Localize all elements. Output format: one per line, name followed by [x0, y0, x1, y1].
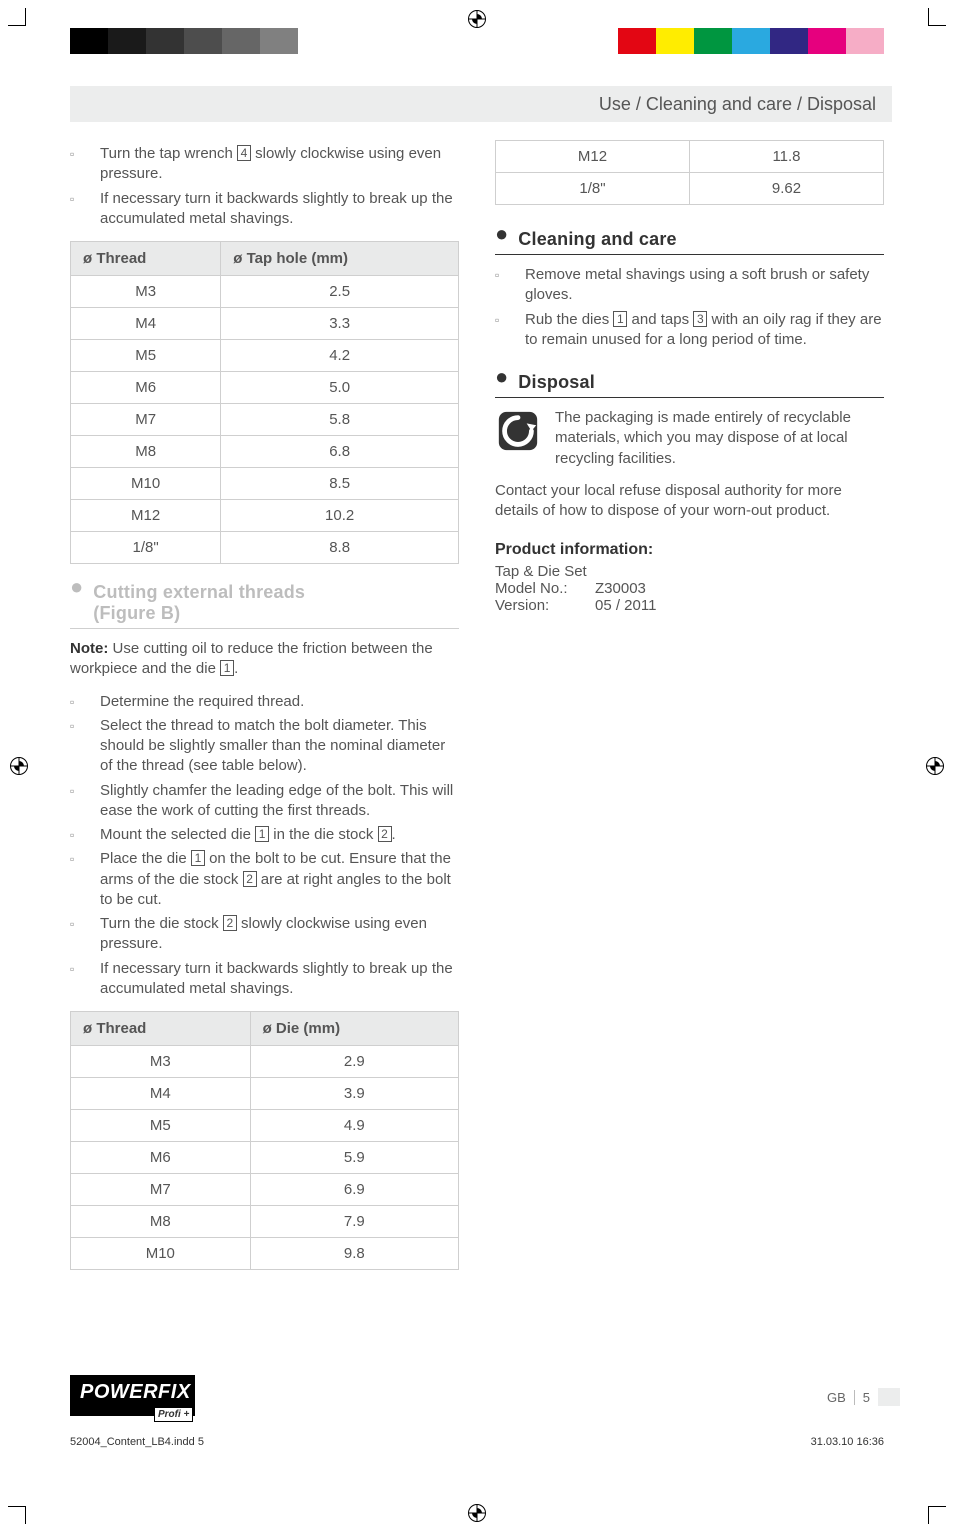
table-row: M76.9: [71, 1174, 459, 1206]
section-cutting-external: ● Cutting external threads (Figure B): [70, 582, 459, 629]
section-disposal: ● Disposal: [495, 372, 884, 398]
die-table-continued: M1211.81/8"9.62: [495, 140, 884, 205]
ref-box: 1: [191, 850, 205, 866]
bullet-marker-icon: ▫: [70, 144, 86, 185]
table-row: M54.9: [71, 1110, 459, 1142]
ref-box: 1: [220, 660, 234, 676]
version-value: 05 / 2011: [595, 597, 656, 614]
bullet-marker-icon: ▫: [70, 959, 86, 1000]
product-set: Tap & Die Set: [495, 563, 884, 580]
die-table: ø Thread ø Die (mm) M32.9M43.9M54.9M65.9…: [70, 1011, 459, 1270]
disposal-paragraph: Contact your local refuse disposal autho…: [495, 481, 884, 522]
version-key: Version:: [495, 597, 595, 614]
table-row: M1210.2: [71, 500, 459, 532]
table-row: 1/8"8.8: [71, 532, 459, 564]
ref-box: 3: [693, 311, 707, 327]
ref-box: 2: [378, 826, 392, 842]
list-item: ▫ Select the thread to match the bolt di…: [70, 716, 459, 777]
registration-mark-icon: [926, 757, 944, 775]
product-info-heading: Product information:: [495, 541, 884, 559]
tap-hole-table: ø Thread ø Tap hole (mm) M32.5M43.3M54.2…: [70, 241, 459, 564]
ref-box: 2: [223, 915, 237, 931]
registration-mark-icon: [468, 1504, 486, 1522]
cleaning-title: Cleaning and care: [518, 229, 676, 250]
ref-box: 2: [243, 871, 257, 887]
footer-stamp: 31.03.10 16:36: [811, 1436, 884, 1448]
brand-subline: Profi +: [154, 1407, 193, 1422]
ref-box: 4: [237, 145, 251, 161]
footer-file: 52004_Content_LB4.indd 5: [70, 1436, 204, 1448]
imprint-footer: 52004_Content_LB4.indd 5 31.03.10 16:36: [70, 1436, 884, 1448]
registration-mark-icon: [10, 757, 28, 775]
list-item: ▫ If necessary turn it backwards slightl…: [70, 959, 459, 1000]
page-number: GB 5: [827, 1388, 900, 1406]
table-row: M108.5: [71, 468, 459, 500]
ref-box: 1: [613, 311, 627, 327]
bullet-marker-icon: ▫: [495, 310, 511, 351]
product-info: Product information: Tap & Die Set Model…: [495, 541, 884, 614]
bullet-marker-icon: ▫: [70, 716, 86, 777]
list-item: ▫ Slightly chamfer the leading edge of t…: [70, 781, 459, 822]
breadcrumb: Use / Cleaning and care / Disposal: [599, 94, 876, 115]
right-column: M1211.81/8"9.62 ● Cleaning and care ▫ Re…: [495, 140, 884, 1288]
color-calibration-bar: [580, 28, 884, 54]
model-value: Z30003: [595, 580, 646, 597]
list-item: ▫ Remove metal shavings using a soft bru…: [495, 265, 884, 306]
bullet-marker-icon: ▫: [70, 849, 86, 910]
page-number-highlight: [878, 1388, 900, 1406]
col-die: ø Die (mm): [250, 1012, 458, 1046]
registration-mark-icon: [468, 10, 486, 28]
disposal-title: Disposal: [518, 372, 595, 393]
crop-mark: [8, 8, 26, 26]
list-item: ▫ Turn the tap wrench 4 slowly clockwise…: [70, 144, 459, 185]
ref-box: 1: [255, 826, 269, 842]
list-item: ▫ If necessary turn it backwards slightl…: [70, 189, 459, 230]
table-row: 1/8"9.62: [496, 173, 884, 205]
bullet-marker-icon: ▫: [70, 781, 86, 822]
table-row: M65.0: [71, 372, 459, 404]
table-row: M54.2: [71, 340, 459, 372]
crop-mark: [928, 1506, 946, 1524]
table-row: M109.8: [71, 1238, 459, 1270]
col-thread: ø Thread: [71, 1012, 251, 1046]
recycle-icon: [495, 408, 541, 469]
crop-mark: [8, 1506, 26, 1524]
grayscale-calibration-bar: [70, 28, 336, 54]
list-item: ▫ Mount the selected die 1 in the die st…: [70, 825, 459, 845]
col-hole: ø Tap hole (mm): [221, 242, 459, 276]
bullet-marker-icon: ▫: [70, 189, 86, 230]
section-cleaning: ● Cleaning and care: [495, 229, 884, 255]
col-thread: ø Thread: [71, 242, 221, 276]
table-row: M43.3: [71, 308, 459, 340]
list-item: ▫ Rub the dies 1 and taps 3 with an oily…: [495, 310, 884, 351]
list-item: ▫ Determine the required thread.: [70, 692, 459, 712]
table-row: M32.5: [71, 276, 459, 308]
table-row: M32.9: [71, 1046, 459, 1078]
left-column: ▫ Turn the tap wrench 4 slowly clockwise…: [70, 140, 459, 1288]
bullet-marker-icon: ▫: [70, 692, 86, 712]
bullet-marker-icon: ▫: [70, 914, 86, 955]
table-row: M86.8: [71, 436, 459, 468]
note-label: Note:: [70, 640, 108, 657]
bullet-marker-icon: ▫: [70, 825, 86, 845]
table-row: M1211.8: [496, 141, 884, 173]
table-row: M43.9: [71, 1078, 459, 1110]
table-row: M75.8: [71, 404, 459, 436]
table-row: M87.9: [71, 1206, 459, 1238]
list-item: ▫ Turn the die stock 2 slowly clockwise …: [70, 914, 459, 955]
crop-mark: [928, 8, 946, 26]
bullet-marker-icon: ▫: [495, 265, 511, 306]
note-paragraph: Note: Use cutting oil to reduce the fric…: [70, 639, 459, 680]
list-item: ▫ Place the die 1 on the bolt to be cut.…: [70, 849, 459, 910]
cutting-title-2: (Figure B): [93, 603, 180, 623]
disposal-blurb: The packaging is made entirely of recycl…: [555, 408, 884, 469]
header-band: Use / Cleaning and care / Disposal: [70, 86, 892, 122]
model-key: Model No.:: [495, 580, 595, 597]
table-row: M65.9: [71, 1142, 459, 1174]
cutting-title-1: Cutting external threads: [93, 582, 305, 602]
